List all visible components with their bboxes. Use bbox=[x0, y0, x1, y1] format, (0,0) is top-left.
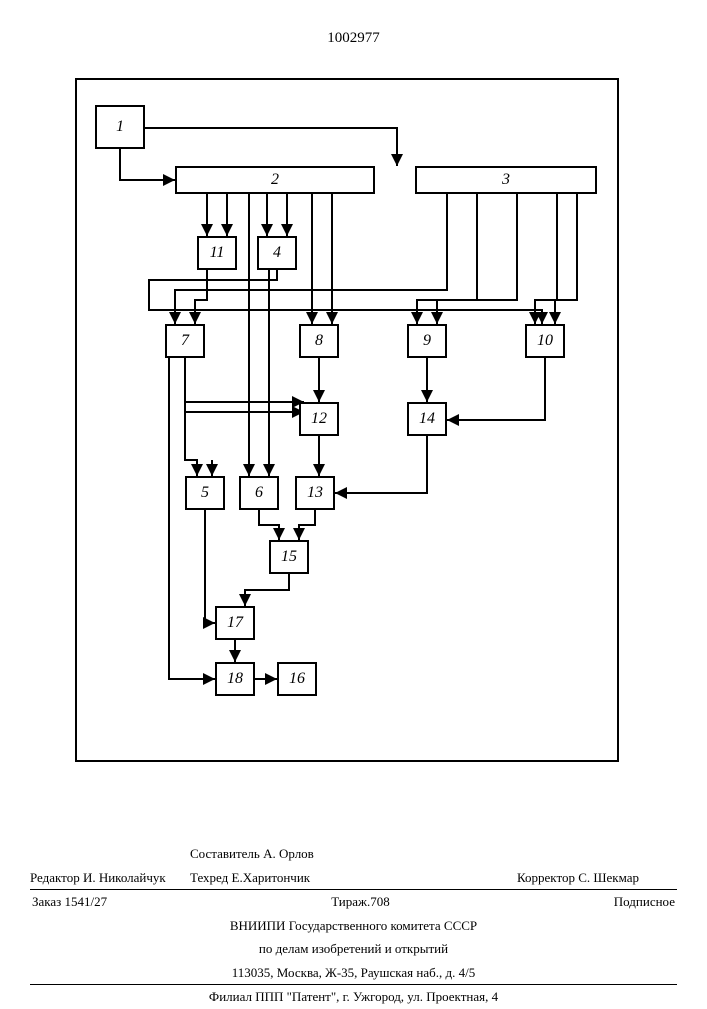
techred-label: Техред bbox=[190, 870, 228, 885]
node-12: 12 bbox=[299, 402, 339, 436]
circulation: Тираж.708 bbox=[331, 893, 390, 911]
node-14: 14 bbox=[407, 402, 447, 436]
techred-name: Е.Харитончик bbox=[232, 870, 311, 885]
node-4: 4 bbox=[257, 236, 297, 270]
node-2: 2 bbox=[175, 166, 375, 194]
compiler-name: А. Орлов bbox=[263, 846, 314, 861]
block-diagram: 123114789101214561315171816 bbox=[75, 78, 619, 762]
node-10: 10 bbox=[525, 324, 565, 358]
credits-row: Редактор И. Николайчук Техред Е.Харитонч… bbox=[30, 866, 677, 890]
document-number: 1002977 bbox=[0, 30, 707, 47]
node-3: 3 bbox=[415, 166, 597, 194]
editor-label: Редактор bbox=[30, 870, 80, 885]
corrector-label: Корректор bbox=[517, 870, 575, 885]
node-16: 16 bbox=[277, 662, 317, 696]
node-1: 1 bbox=[95, 105, 145, 149]
node-11: 11 bbox=[197, 236, 237, 270]
node-9: 9 bbox=[407, 324, 447, 358]
org-line1: ВНИИПИ Государственного комитета СССР bbox=[30, 914, 677, 938]
node-8: 8 bbox=[299, 324, 339, 358]
org-line2: по делам изобретений и открытий bbox=[30, 937, 677, 961]
org-addr: 113035, Москва, Ж-35, Раушская наб., д. … bbox=[30, 961, 677, 985]
compiler-label: Составитель bbox=[190, 846, 260, 861]
node-5: 5 bbox=[185, 476, 225, 510]
node-7: 7 bbox=[165, 324, 205, 358]
order-number: Заказ 1541/27 bbox=[32, 893, 107, 911]
corrector-name: С. Шекмар bbox=[578, 870, 639, 885]
editor-name: И. Николайчук bbox=[83, 870, 166, 885]
page: 1002977 123114789101214561315171816 Сост… bbox=[0, 0, 707, 1000]
branch-line: Филиал ППП "Патент", г. Ужгород, ул. Про… bbox=[30, 984, 677, 1009]
order-row: Заказ 1541/27 Тираж.708 Подписное bbox=[30, 889, 677, 914]
node-17: 17 bbox=[215, 606, 255, 640]
footer: Составитель А. Орлов Редактор И. Николай… bbox=[30, 842, 677, 1009]
node-15: 15 bbox=[269, 540, 309, 574]
subscription: Подписное bbox=[614, 893, 675, 911]
compiler-row: Составитель А. Орлов bbox=[30, 842, 677, 866]
node-18: 18 bbox=[215, 662, 255, 696]
node-13: 13 bbox=[295, 476, 335, 510]
node-6: 6 bbox=[239, 476, 279, 510]
